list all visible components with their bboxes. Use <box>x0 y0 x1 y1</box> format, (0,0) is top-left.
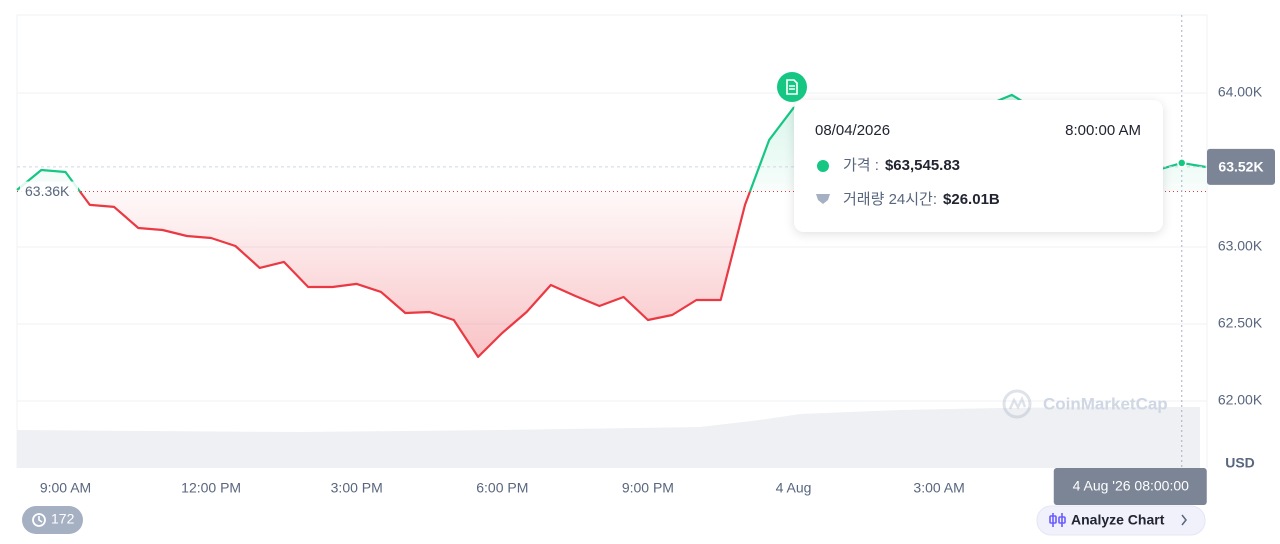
tooltip <box>794 100 1163 232</box>
x-tick-label: 3:00 PM <box>331 480 383 496</box>
history-pill[interactable] <box>22 506 83 534</box>
tooltip-volume-label: 거래량 24시간: <box>843 191 937 208</box>
x-tick-label: 6:00 PM <box>476 480 528 496</box>
news-marker[interactable] <box>777 72 807 102</box>
history-icon <box>32 513 46 527</box>
tooltip-date: 08/04/2026 <box>815 122 890 139</box>
x-tick-label: 4 Aug <box>776 480 812 496</box>
last-price-box <box>1207 148 1275 185</box>
chevron <box>1181 514 1187 526</box>
last-price-label: 63.52K <box>1218 159 1263 175</box>
tooltip-time: 8:00:00 AM <box>1065 122 1141 139</box>
y-tick-label: 63.00K <box>1218 238 1263 254</box>
crosshair-label: 4 Aug '26 08:00:00 <box>1073 478 1190 494</box>
news-icon <box>786 79 798 95</box>
y-unit: USD <box>1225 455 1255 471</box>
volume-area <box>17 407 1200 468</box>
analyze-icon <box>1049 515 1057 524</box>
x-tick-label: 9:00 AM <box>40 480 91 496</box>
x-tick-label: 9:00 PM <box>622 480 674 496</box>
analyze-icon <box>1058 516 1066 524</box>
tooltip-price: $63,545.83 <box>885 157 960 174</box>
x-tick-label: 12:00 PM <box>181 480 241 496</box>
tooltip-volume: $26.01B <box>943 191 1000 208</box>
crosshair-label-box <box>1053 468 1207 505</box>
baseline-label-bg <box>20 181 78 202</box>
volume-icon <box>816 194 830 204</box>
y-tick-label: 62.50K <box>1218 315 1263 331</box>
watermark-logo <box>1002 389 1032 419</box>
tooltip-price-label: 가격 : <box>843 157 879 174</box>
history-icon <box>38 516 43 523</box>
y-tick-label: 64.00K <box>1218 84 1263 100</box>
baseline-label: 63.36K <box>25 183 70 199</box>
watermark: CoinMarketCap <box>1043 394 1168 413</box>
price-dot <box>817 160 829 172</box>
y-tick-label: 62.00K <box>1218 392 1263 408</box>
analyze-label: Analyze Chart <box>1071 512 1165 528</box>
crosshair-dot <box>1177 158 1187 168</box>
price-line <box>16 93 1207 358</box>
x-tick-label: 3:00 AM <box>913 480 964 496</box>
analyze-button[interactable] <box>1036 505 1206 536</box>
history-count: 172 <box>51 511 75 527</box>
